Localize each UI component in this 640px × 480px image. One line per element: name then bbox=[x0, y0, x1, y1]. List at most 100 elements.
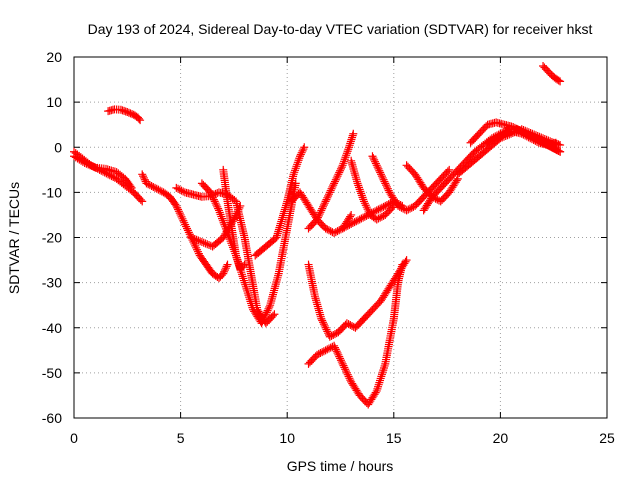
data-point bbox=[317, 206, 326, 215]
data-point bbox=[177, 186, 186, 195]
data-point bbox=[332, 347, 341, 356]
data-point bbox=[321, 346, 330, 355]
data-point bbox=[495, 132, 504, 141]
series-track-v bbox=[483, 127, 560, 149]
data-point bbox=[234, 205, 243, 214]
data-point bbox=[214, 206, 223, 215]
data-point bbox=[338, 161, 347, 170]
data-point bbox=[336, 164, 345, 173]
data-point bbox=[336, 354, 345, 363]
data-point bbox=[237, 270, 246, 279]
data-point bbox=[172, 201, 181, 210]
series-track-b bbox=[70, 152, 136, 192]
data-point bbox=[485, 137, 494, 146]
data-point bbox=[206, 188, 215, 197]
data-point bbox=[209, 193, 218, 202]
data-point bbox=[222, 226, 231, 235]
data-point bbox=[241, 280, 250, 289]
data-point bbox=[373, 163, 382, 172]
data-point bbox=[334, 170, 343, 179]
data-point bbox=[211, 199, 220, 208]
data-point bbox=[331, 345, 340, 354]
data-point bbox=[139, 172, 148, 181]
data-point bbox=[336, 356, 345, 365]
data-point bbox=[176, 210, 185, 219]
data-point bbox=[361, 201, 370, 210]
data-point bbox=[529, 136, 538, 145]
y-tick-label: -30 bbox=[42, 275, 62, 291]
series-track-i bbox=[251, 143, 309, 260]
data-point bbox=[348, 131, 357, 140]
data-point bbox=[193, 245, 202, 254]
data-point bbox=[180, 218, 189, 227]
data-point bbox=[197, 238, 206, 247]
data-point bbox=[291, 164, 300, 173]
data-point bbox=[156, 186, 165, 195]
data-point bbox=[323, 345, 332, 354]
y-tick-label: -40 bbox=[42, 320, 62, 336]
data-point bbox=[316, 349, 325, 358]
data-point bbox=[378, 173, 387, 182]
data-point bbox=[406, 204, 415, 213]
data-point bbox=[345, 220, 354, 229]
data-point bbox=[209, 195, 218, 204]
data-point bbox=[357, 191, 366, 200]
data-point bbox=[556, 140, 565, 149]
data-point bbox=[314, 211, 323, 220]
data-point bbox=[369, 154, 378, 163]
data-point bbox=[175, 209, 184, 218]
data-point bbox=[140, 175, 149, 184]
y-tick-label: -60 bbox=[42, 410, 62, 426]
data-point bbox=[126, 182, 135, 191]
data-point bbox=[319, 318, 328, 327]
data-point bbox=[497, 131, 506, 140]
data-point bbox=[127, 183, 136, 192]
data-point bbox=[196, 237, 205, 246]
data-point bbox=[264, 304, 273, 313]
data-point bbox=[313, 350, 322, 359]
data-point bbox=[355, 185, 364, 194]
data-point bbox=[228, 243, 237, 252]
data-point bbox=[404, 205, 413, 214]
data-point bbox=[332, 173, 341, 182]
data-point bbox=[295, 152, 304, 161]
data-point bbox=[323, 225, 332, 234]
data-point bbox=[136, 116, 145, 125]
data-point bbox=[342, 319, 351, 328]
data-point bbox=[223, 228, 232, 237]
data-point bbox=[344, 372, 353, 381]
data-point bbox=[268, 311, 277, 320]
data-point bbox=[194, 236, 203, 245]
data-point bbox=[300, 143, 309, 152]
data-point bbox=[333, 349, 342, 358]
data-point bbox=[221, 224, 230, 233]
data-point bbox=[151, 183, 160, 192]
data-point bbox=[193, 247, 202, 256]
data-point bbox=[376, 213, 385, 222]
data-point bbox=[331, 175, 340, 184]
data-point bbox=[360, 199, 369, 208]
data-point bbox=[348, 219, 357, 228]
data-point bbox=[377, 212, 386, 221]
data-point bbox=[192, 243, 201, 252]
data-point bbox=[377, 203, 386, 212]
data-point bbox=[297, 148, 306, 157]
data-point bbox=[374, 205, 383, 214]
data-point bbox=[239, 276, 248, 285]
data-point bbox=[292, 162, 301, 171]
data-point bbox=[293, 160, 302, 169]
y-tick-label: -50 bbox=[42, 365, 62, 381]
data-point bbox=[402, 206, 411, 215]
data-point bbox=[372, 206, 381, 215]
data-point bbox=[174, 205, 183, 214]
y-tick-label: -10 bbox=[42, 184, 62, 200]
data-point bbox=[333, 227, 342, 236]
data-point bbox=[295, 154, 304, 163]
data-point bbox=[228, 241, 237, 250]
data-point bbox=[321, 323, 330, 332]
data-point bbox=[241, 282, 250, 291]
data-point bbox=[346, 212, 355, 221]
data-point bbox=[207, 190, 216, 199]
data-point bbox=[325, 332, 334, 341]
data-point bbox=[87, 162, 96, 171]
